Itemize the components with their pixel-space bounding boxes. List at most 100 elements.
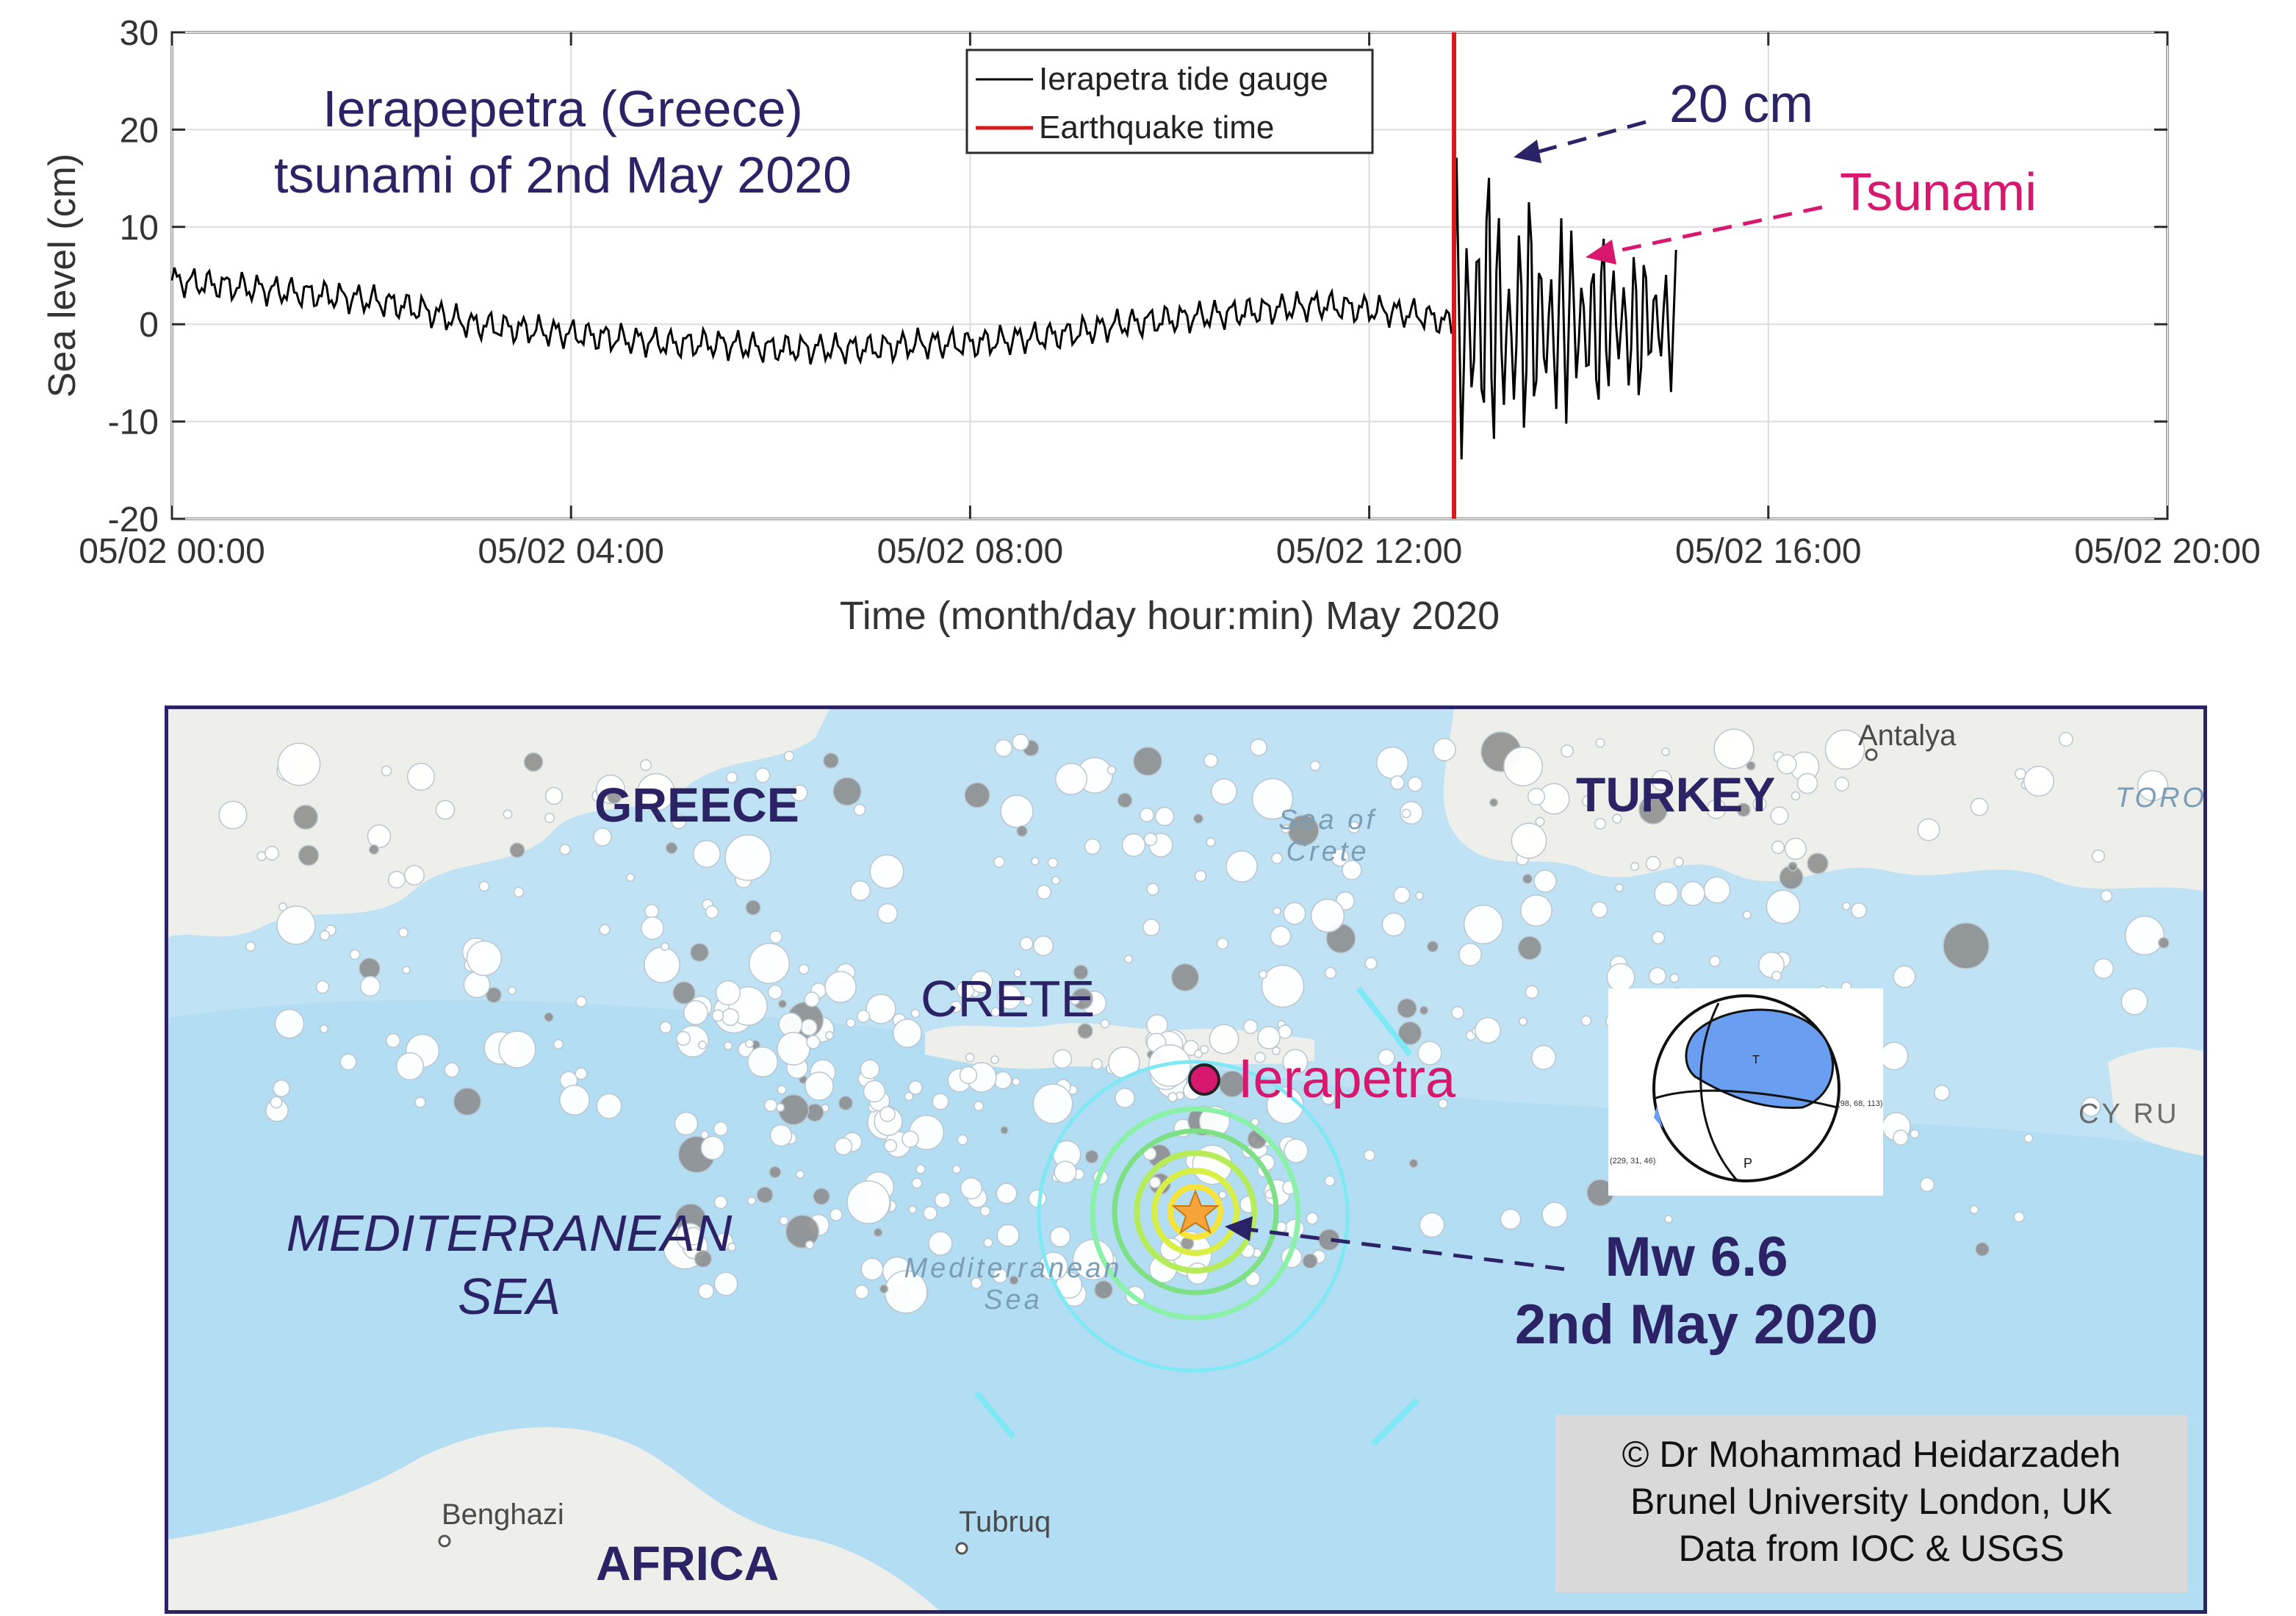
seismicity-marker — [856, 1009, 871, 1024]
seismicity-marker — [1106, 765, 1117, 775]
seismicity-marker — [726, 772, 738, 783]
seismicity-marker — [783, 750, 795, 762]
seismicity-marker — [877, 902, 899, 924]
seismicity-marker — [1580, 1015, 1592, 1027]
y-tick-label: 0 — [139, 306, 159, 345]
seismicity-marker — [904, 1091, 914, 1102]
seismicity-marker — [902, 1130, 919, 1148]
seismicity-marker — [406, 762, 436, 791]
seismicity-marker — [1100, 1019, 1110, 1029]
seismicity-marker — [1016, 825, 1028, 837]
seismicity-marker — [1154, 806, 1175, 827]
tubruq-label: Tubruq — [959, 1506, 1051, 1538]
sea-label-line2: SEA — [457, 1268, 561, 1325]
seismicity-marker — [1419, 1212, 1445, 1238]
seismicity-marker — [665, 841, 678, 855]
seismicity-marker — [395, 1052, 425, 1081]
seismicity-marker — [276, 905, 316, 945]
seismicity-marker — [1051, 875, 1061, 886]
seismicity-marker — [1433, 738, 1456, 761]
seismicity-marker — [1013, 969, 1022, 977]
seismicity-marker — [368, 844, 380, 855]
seismicity-marker — [1669, 973, 1680, 983]
seismicity-marker — [879, 1284, 889, 1294]
seismicity-marker — [1893, 965, 1916, 988]
seismicity-marker — [1408, 1158, 1419, 1168]
seismicity-marker — [273, 1080, 290, 1097]
seismicity-marker — [1306, 1212, 1319, 1225]
seismicity-marker — [1210, 778, 1238, 805]
seismicity-marker — [960, 1177, 983, 1200]
seismicity-marker — [846, 1180, 890, 1224]
earthquake-magnitude: Mw 6.6 — [1605, 1226, 1788, 1288]
seismicity-marker — [908, 1080, 923, 1095]
seismicity-marker — [1770, 806, 1789, 825]
seismicity-marker — [996, 1182, 1018, 1204]
seismicity-marker — [559, 1085, 590, 1116]
seismicity-marker — [822, 752, 840, 769]
y-tick-label: 30 — [120, 14, 159, 53]
seismicity-marker — [1054, 762, 1088, 796]
seismicity-marker — [1049, 1226, 1071, 1248]
seismicity-marker — [932, 1093, 949, 1110]
seismicity-marker — [993, 856, 1005, 868]
seismicity-marker — [1077, 1023, 1093, 1039]
seismicity-marker — [315, 980, 330, 994]
seismicity-marker — [700, 1135, 725, 1160]
seismicity-marker — [1192, 813, 1204, 825]
seismicity-marker — [1651, 930, 1666, 945]
seismicity-marker — [1331, 848, 1350, 867]
seismicity-marker — [298, 844, 320, 866]
ierapetra-label: Ierapetra — [1238, 1048, 1456, 1109]
seismicity-marker — [746, 1196, 757, 1206]
seismicity-marker — [2137, 769, 2169, 802]
mediterranean-basemap-label: Mediterranean Sea — [874, 1253, 1153, 1316]
seismicity-markers — [218, 728, 2170, 1314]
seismicity-marker — [997, 985, 1022, 1010]
seismicity-marker — [1139, 807, 1155, 823]
seismicity-marker — [1142, 919, 1160, 936]
seismicity-marker — [1347, 821, 1361, 834]
credit-line2: Brunel University London, UK — [1630, 1481, 2112, 1522]
seismicity-marker — [1777, 754, 1797, 775]
x-tick-label: 05/02 12:00 — [1276, 532, 1463, 571]
med-basemap-line1: Mediterranean — [904, 1253, 1123, 1284]
seismicity-marker — [873, 1227, 883, 1238]
earthquake-map: GREECE TURKEY AFRICA CRETE MEDITERRANEAN… — [165, 705, 2207, 1614]
seismicity-marker — [367, 824, 392, 849]
seismicity-marker — [994, 739, 1013, 758]
seismicity-marker — [832, 777, 862, 806]
seismicity-marker — [775, 1102, 785, 1113]
seismicity-marker — [1032, 1083, 1073, 1124]
seismicity-marker — [1893, 1130, 1909, 1146]
seismicity-marker — [1511, 822, 1547, 859]
seismicity-marker — [869, 854, 904, 889]
seismicity-marker — [1324, 1175, 1336, 1187]
credit-box: © Dr Mohammad Heidarzadeh Brunel Univers… — [1555, 1415, 2187, 1592]
seismicity-marker — [359, 958, 381, 980]
amplitude-label: 20 cm — [1669, 75, 1813, 134]
seismicity-marker — [2120, 988, 2148, 1016]
seismicity-marker — [697, 1282, 715, 1300]
seismicity-marker — [1771, 840, 1785, 855]
seismicity-marker — [713, 1121, 729, 1137]
seismicity-marker — [523, 752, 544, 772]
seismicity-marker — [1254, 1052, 1266, 1063]
africa-label: AFRICA — [596, 1536, 780, 1590]
seismicity-marker — [544, 1012, 554, 1022]
seismicity-marker — [513, 886, 525, 898]
sea-of-crete-line2: Crete — [1286, 836, 1370, 867]
seismicity-marker — [1364, 957, 1378, 970]
seismicity-marker — [1706, 799, 1727, 819]
x-axis-ticks: 05/02 00:00 05/02 04:00 05/02 08:00 05/02 1… — [79, 32, 2261, 571]
seismicity-marker — [1943, 922, 1990, 969]
seismicity-marker — [721, 1008, 740, 1027]
seismicity-marker — [1321, 1091, 1336, 1105]
seismicity-marker — [478, 880, 490, 892]
seismicity-marker — [544, 812, 555, 824]
seismicity-marker — [1518, 1016, 1528, 1027]
seismicity-marker — [970, 970, 993, 994]
beachball-icon: T P (98, 68, 113) (229, 31, 46) — [1610, 994, 1883, 1182]
seismicity-marker — [1272, 1046, 1281, 1055]
